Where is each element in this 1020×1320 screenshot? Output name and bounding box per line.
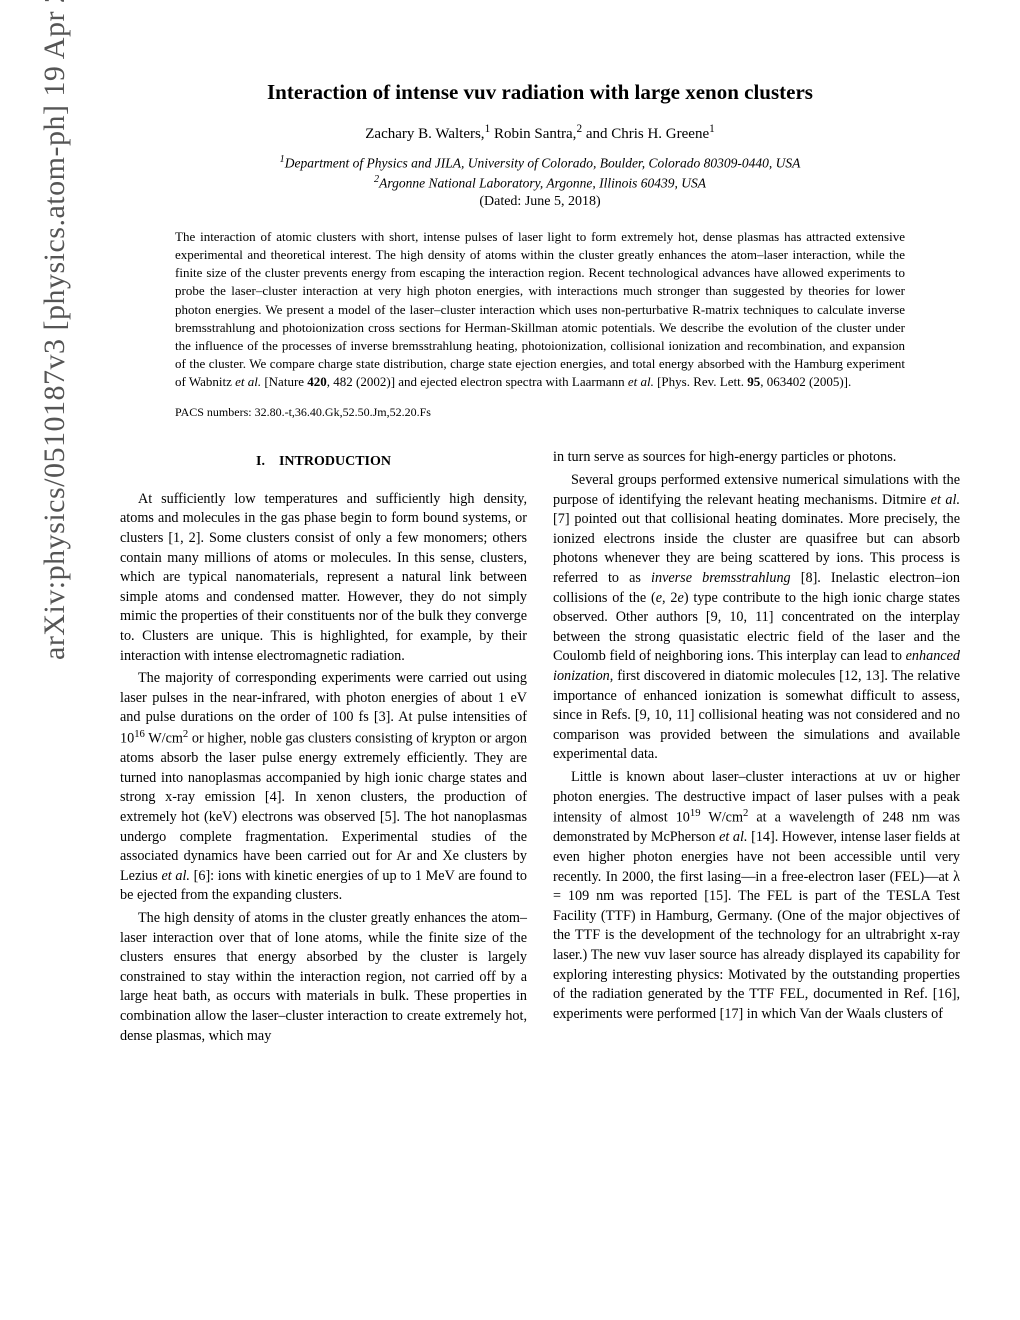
- arxiv-identifier: arXiv:physics/0510187v3 [physics.atom-ph…: [38, 0, 72, 660]
- right-column: in turn serve as sources for high-energy…: [553, 448, 960, 1049]
- affiliation-2: 2Argonne National Laboratory, Argonne, I…: [120, 173, 960, 193]
- paper-title: Interaction of intense vuv radiation wit…: [120, 80, 960, 105]
- two-column-body: I. INTRODUCTION At sufficiently low temp…: [120, 448, 960, 1049]
- left-column: I. INTRODUCTION At sufficiently low temp…: [120, 448, 527, 1049]
- abstract: The interaction of atomic clusters with …: [175, 228, 905, 392]
- paragraph: Little is known about laser–cluster inte…: [553, 768, 960, 1024]
- paragraph: At sufficiently low temperatures and suf…: [120, 490, 527, 666]
- pacs-numbers: PACS numbers: 32.80.-t,36.40.Gk,52.50.Jm…: [175, 405, 960, 420]
- affiliation-1: 1Department of Physics and JILA, Univers…: [120, 153, 960, 173]
- paper-content: Interaction of intense vuv radiation wit…: [120, 0, 960, 1049]
- affiliations: 1Department of Physics and JILA, Univers…: [120, 153, 960, 194]
- paragraph: Several groups performed extensive numer…: [553, 471, 960, 765]
- paragraph-continuation: in turn serve as sources for high-energy…: [553, 448, 960, 468]
- section-1-header: I. INTRODUCTION: [120, 452, 527, 471]
- paragraph: The high density of atoms in the cluster…: [120, 909, 527, 1046]
- paragraph: The majority of corresponding experiment…: [120, 669, 527, 906]
- authors-line: Zachary B. Walters,1 Robin Santra,2 and …: [120, 123, 960, 143]
- dated-line: (Dated: June 5, 2018): [120, 194, 960, 210]
